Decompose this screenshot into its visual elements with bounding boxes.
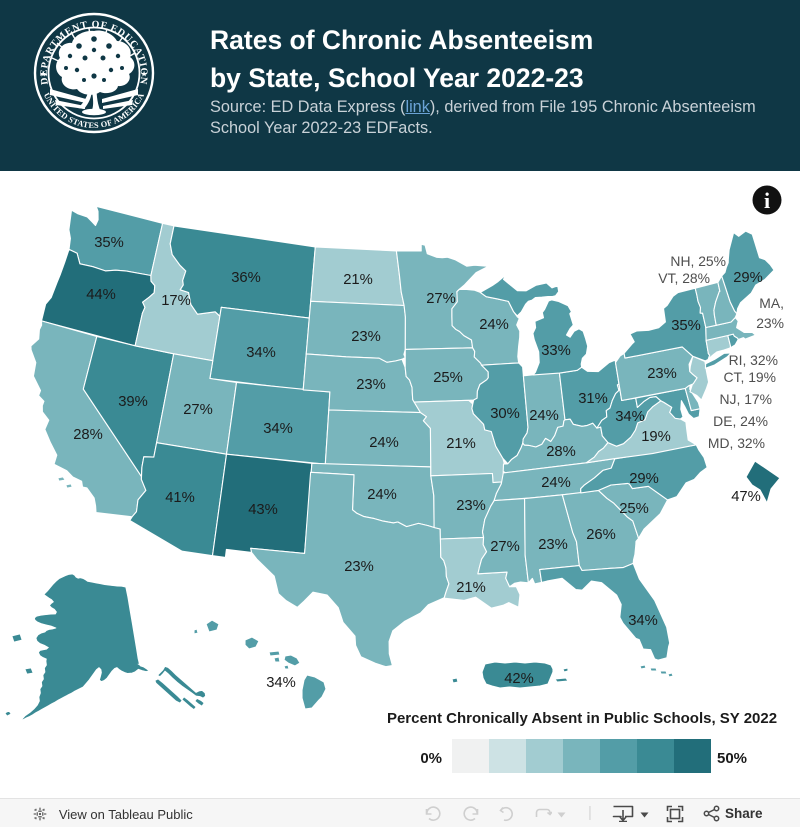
svg-text:25%: 25% bbox=[619, 501, 649, 517]
svg-text:21%: 21% bbox=[446, 436, 476, 452]
svg-text:27%: 27% bbox=[426, 291, 456, 307]
svg-text:24%: 24% bbox=[479, 317, 509, 333]
svg-text:34%: 34% bbox=[246, 345, 276, 361]
svg-text:28%: 28% bbox=[546, 444, 576, 460]
svg-text:35%: 35% bbox=[94, 235, 124, 251]
svg-text:24%: 24% bbox=[529, 408, 559, 424]
svg-text:25%: 25% bbox=[433, 370, 463, 386]
svg-text:i: i bbox=[764, 188, 770, 213]
svg-text:23%: 23% bbox=[351, 329, 381, 345]
svg-text:24%: 24% bbox=[369, 435, 399, 451]
svg-text:CT, 19%: CT, 19% bbox=[724, 369, 777, 385]
svg-text:34%: 34% bbox=[615, 409, 645, 425]
svg-text:NJ, 17%: NJ, 17% bbox=[720, 391, 773, 407]
svg-text:23%: 23% bbox=[756, 315, 784, 331]
svg-text:26%: 26% bbox=[586, 527, 616, 543]
svg-text:29%: 29% bbox=[733, 270, 763, 286]
svg-text:50%: 50% bbox=[717, 750, 747, 767]
svg-text:29%: 29% bbox=[629, 471, 659, 487]
svg-text:23%: 23% bbox=[356, 377, 386, 393]
svg-text:MA,: MA, bbox=[759, 295, 784, 311]
svg-text:30%: 30% bbox=[490, 406, 520, 422]
svg-text:MD, 32%: MD, 32% bbox=[708, 435, 765, 451]
svg-text:17%: 17% bbox=[161, 293, 191, 309]
svg-text:27%: 27% bbox=[183, 402, 213, 418]
svg-text:★: ★ bbox=[141, 70, 148, 79]
svg-text:21%: 21% bbox=[343, 272, 373, 288]
svg-text:23%: 23% bbox=[538, 537, 568, 553]
svg-text:VT, 28%: VT, 28% bbox=[658, 270, 710, 286]
svg-text:34%: 34% bbox=[628, 613, 658, 629]
svg-text:23%: 23% bbox=[456, 498, 486, 514]
svg-text:19%: 19% bbox=[641, 429, 671, 445]
svg-text:24%: 24% bbox=[541, 475, 571, 491]
svg-text:31%: 31% bbox=[578, 391, 608, 407]
svg-text:24%: 24% bbox=[367, 487, 397, 503]
svg-text:RI, 32%: RI, 32% bbox=[729, 352, 778, 368]
svg-text:28%: 28% bbox=[73, 427, 103, 443]
svg-text:DE, 24%: DE, 24% bbox=[713, 413, 768, 429]
svg-text:47%: 47% bbox=[731, 489, 761, 505]
svg-text:39%: 39% bbox=[118, 394, 148, 410]
svg-text:23%: 23% bbox=[647, 366, 677, 382]
svg-text:43%: 43% bbox=[248, 502, 278, 518]
svg-text:27%: 27% bbox=[490, 539, 520, 555]
svg-text:Percent Chronically Absent in: Percent Chronically Absent in Public Sch… bbox=[387, 710, 777, 727]
svg-text:42%: 42% bbox=[504, 671, 534, 687]
svg-text:23%: 23% bbox=[344, 559, 374, 575]
svg-text:0%: 0% bbox=[420, 750, 442, 767]
svg-text:34%: 34% bbox=[266, 675, 296, 691]
svg-text:NH, 25%: NH, 25% bbox=[670, 253, 726, 269]
svg-text:41%: 41% bbox=[165, 490, 195, 506]
svg-text:44%: 44% bbox=[86, 287, 116, 303]
svg-text:★: ★ bbox=[40, 70, 47, 79]
svg-text:33%: 33% bbox=[541, 343, 571, 359]
svg-text:21%: 21% bbox=[456, 580, 486, 596]
svg-text:35%: 35% bbox=[671, 318, 701, 334]
svg-text:34%: 34% bbox=[263, 421, 293, 437]
svg-text:36%: 36% bbox=[231, 270, 261, 286]
